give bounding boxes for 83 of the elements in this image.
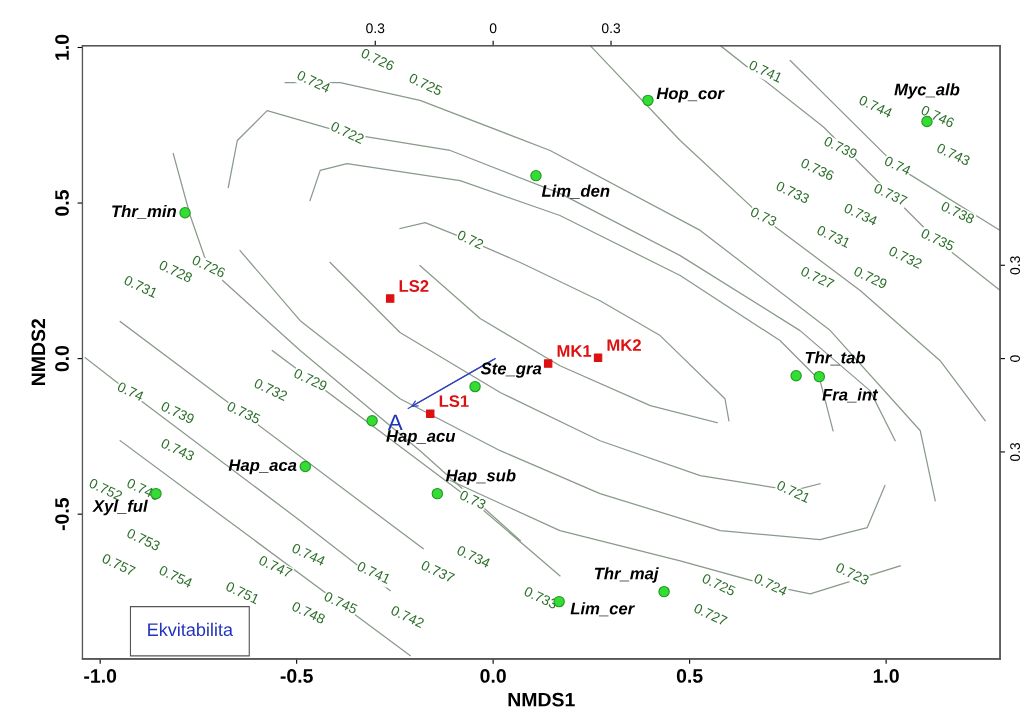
data-label: Thr_tab	[805, 351, 866, 366]
y2-tick-label: 0.3	[1010, 442, 1020, 462]
annotation: 0.754	[158, 564, 194, 589]
annotation: 0.727	[693, 602, 728, 627]
annotation: 0.733	[775, 180, 810, 204]
annotation: 0.726	[191, 254, 227, 278]
annotation: 0.742	[390, 605, 425, 629]
annotation: 0.735	[920, 228, 955, 252]
annotation: 0.739	[823, 135, 858, 160]
annotation: 0.724	[753, 573, 789, 597]
annotation: 0.725	[408, 72, 443, 96]
annotation: 0.757	[101, 553, 136, 577]
annotation: 0.748	[291, 601, 326, 625]
x2-tick-label: 0	[489, 23, 497, 34]
y-axis-title: NMDS2	[31, 318, 46, 385]
x-tick-label: 0.0	[480, 669, 506, 683]
annotation: 0.723	[835, 562, 870, 586]
annotation: 0.743	[936, 142, 971, 166]
annotation: 0.753	[126, 527, 161, 552]
annotation: 0.74	[883, 155, 912, 176]
annotation: 0.741	[356, 560, 391, 585]
annotation: 0.721	[776, 480, 811, 504]
y-tick-label: -0.5	[55, 497, 69, 531]
data-label: Myc_alb	[894, 83, 960, 99]
annotation: 0.734	[456, 545, 492, 569]
y-tick-label: 0.0	[55, 345, 69, 372]
annotation: 0.726	[360, 47, 395, 72]
annotation: 0.729	[853, 266, 888, 290]
x-tick-label: -0.5	[280, 669, 313, 683]
data-label: Hap_sub	[445, 469, 516, 485]
annotation: 0.739	[160, 401, 195, 425]
annotation: 0.732	[253, 378, 289, 402]
y2-tick-label: 0	[1010, 355, 1020, 362]
annotation: 0.731	[123, 275, 158, 299]
data-label: Lim_den	[541, 184, 610, 199]
x2-tick-label: 0.3	[601, 23, 621, 34]
data-label: Fra_int	[822, 388, 879, 403]
annotation: 0.722	[330, 121, 365, 145]
x-tick-label: 0.5	[676, 669, 703, 683]
annotation: 0.743	[160, 438, 195, 462]
x2-tick-label: 0.3	[366, 23, 385, 34]
annotation: 0.746	[920, 104, 955, 128]
data-label: Thr_maj	[594, 567, 659, 583]
annotation: 0.752	[88, 477, 123, 501]
annotation: 0.725	[701, 573, 737, 597]
y-tick-label: 0.5	[55, 190, 69, 216]
annotation: 0.727	[800, 266, 835, 290]
annotation: 0.731	[816, 224, 851, 249]
x-tick-label: -1.0	[84, 669, 117, 683]
annotation: 0.744	[291, 542, 327, 567]
annotation: 0.751	[225, 581, 260, 605]
annotation: 0.736	[800, 157, 835, 181]
x-tick-label: 1.0	[873, 669, 899, 683]
annotation: 0.72	[456, 229, 485, 250]
annotation: 0.729	[293, 368, 328, 392]
data-label: Thr_min	[112, 204, 177, 220]
annotation: Ekvitabilita	[148, 622, 234, 637]
data-label: MK1	[557, 345, 592, 357]
annotation: 0.74	[116, 381, 145, 402]
annotation: 0.747	[258, 555, 293, 579]
annotation: 0.737	[420, 560, 456, 584]
data-label: Hap_acu	[386, 430, 456, 446]
data-label: LS1	[439, 395, 469, 408]
annotation: 0.732	[888, 245, 923, 269]
annotation: 0.724	[296, 69, 332, 94]
y2-tick-label: 0.3	[1010, 256, 1020, 275]
annotation: A	[387, 414, 403, 431]
y-tick-label: 1.0	[55, 34, 69, 60]
annotation: 0.741	[748, 59, 783, 83]
annotation: 0.73	[458, 489, 487, 510]
annotation: 0.735	[226, 401, 262, 425]
annotation: 0.744	[858, 94, 894, 119]
annotation: 0.73	[749, 206, 778, 227]
annotation: 0.745	[323, 591, 359, 615]
x-axis-title: NMDS1	[508, 692, 575, 707]
data-label: LS2	[399, 280, 429, 292]
data-label: MK2	[607, 339, 641, 351]
data-label: Lim_cer	[570, 602, 635, 617]
data-label: Hap_aca	[228, 459, 297, 475]
data-label: Xyl_ful	[92, 499, 148, 516]
data-label: Hop_cor	[656, 87, 725, 103]
data-label: Ste_gra	[480, 362, 542, 378]
annotation: 0.738	[940, 200, 976, 225]
